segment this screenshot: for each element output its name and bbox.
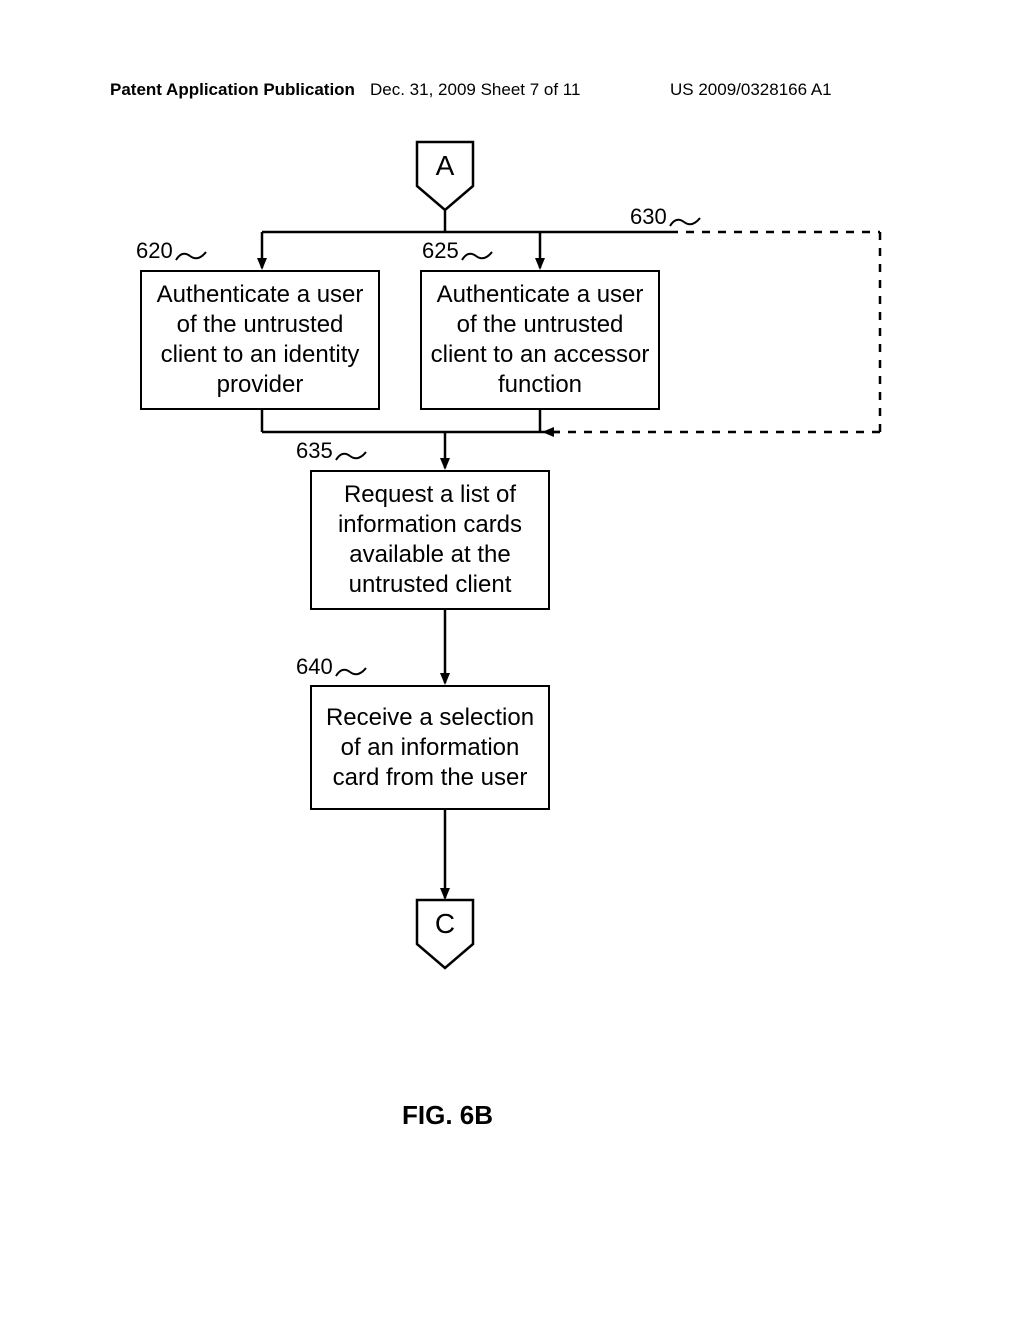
box-625: Authenticate a user of the untrusted cli…: [420, 270, 660, 410]
flowchart-svg: A C: [0, 0, 1024, 1320]
label-635: 635: [296, 438, 333, 464]
label-625: 625: [422, 238, 459, 264]
box-640: Receive a selection of an information ca…: [310, 685, 550, 810]
connector-a: A: [417, 142, 473, 210]
label-640: 640: [296, 654, 333, 680]
connector-a-label: A: [436, 150, 455, 181]
figure-caption: FIG. 6B: [402, 1100, 493, 1131]
label-620: 620: [136, 238, 173, 264]
box-620: Authenticate a user of the untrusted cli…: [140, 270, 380, 410]
label-630: 630: [630, 204, 667, 230]
box-635: Request a list of information cards avai…: [310, 470, 550, 610]
connector-c-label: C: [435, 908, 455, 939]
connector-c: C: [417, 900, 473, 968]
